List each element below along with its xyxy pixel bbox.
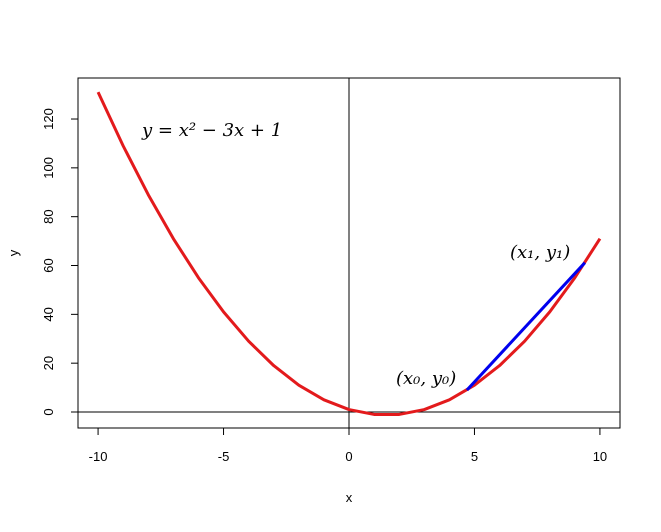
- y-tick-label: 20: [41, 356, 56, 370]
- x-tick-label: 5: [471, 449, 478, 464]
- data-line: [465, 261, 586, 392]
- x-tick-label: -5: [218, 449, 230, 464]
- y-axis-label: y: [6, 249, 21, 256]
- y-tick-label: 0: [41, 408, 56, 415]
- y-tick-label: 60: [41, 258, 56, 272]
- point-annotation: (x₁, y₁): [510, 242, 570, 263]
- data-line: [96, 91, 602, 416]
- x-axis-label: x: [346, 490, 353, 505]
- equation-annotation: y = x² − 3x + 1: [141, 120, 282, 141]
- x-tick-label: -10: [89, 449, 108, 464]
- x-tick-label: 10: [593, 449, 607, 464]
- y-tick-label: 120: [41, 108, 56, 130]
- x-tick-label: 0: [345, 449, 352, 464]
- point-annotation: (x₀, y₀): [396, 368, 456, 389]
- y-tick-label: 40: [41, 307, 56, 321]
- y-tick-label: 100: [41, 157, 56, 179]
- y-tick-label: 80: [41, 209, 56, 223]
